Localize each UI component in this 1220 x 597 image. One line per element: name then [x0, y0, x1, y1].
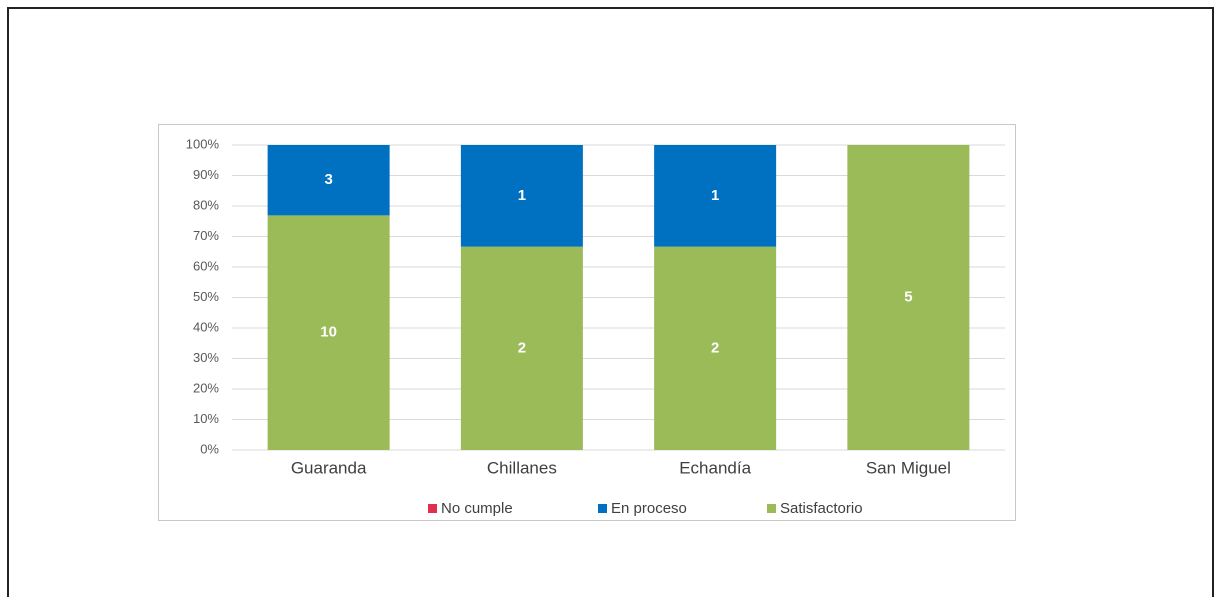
y-tick-label: 100% [186, 136, 220, 151]
data-label: 3 [324, 171, 332, 188]
y-tick-label: 90% [193, 167, 219, 182]
legend-label: Satisfactorio [780, 500, 863, 517]
legend-swatch [428, 504, 437, 513]
x-tick-label: San Miguel [866, 458, 951, 477]
bar-segment [460, 145, 583, 247]
legend-label: No cumple [441, 500, 513, 517]
legend-swatch [598, 504, 607, 513]
data-label: 2 [518, 339, 526, 356]
frame [7, 7, 1214, 597]
legend-swatch [767, 504, 776, 513]
y-tick-label: 80% [193, 197, 219, 212]
bar-segment [267, 145, 390, 216]
y-tick-label: 40% [193, 319, 219, 334]
bar-segment [460, 246, 583, 450]
y-tick-label: 20% [193, 380, 219, 395]
y-tick-label: 70% [193, 228, 219, 243]
bar-segment [654, 246, 777, 450]
data-label: 2 [711, 339, 719, 356]
y-tick-label: 30% [193, 350, 219, 365]
bar-segment [654, 145, 777, 247]
y-tick-label: 0% [200, 441, 219, 456]
x-tick-label: Guaranda [291, 458, 367, 477]
data-label: 5 [904, 288, 912, 305]
bar-segment [847, 145, 970, 450]
y-tick-label: 60% [193, 258, 219, 273]
x-tick-label: Echandía [679, 458, 751, 477]
data-label: 1 [711, 187, 719, 204]
y-tick-label: 50% [193, 289, 219, 304]
x-tick-label: Chillanes [487, 458, 557, 477]
bar-segment [267, 215, 390, 450]
data-label: 10 [320, 324, 337, 341]
y-tick-label: 10% [193, 411, 219, 426]
legend-label: En proceso [611, 500, 687, 517]
data-label: 1 [518, 187, 526, 204]
